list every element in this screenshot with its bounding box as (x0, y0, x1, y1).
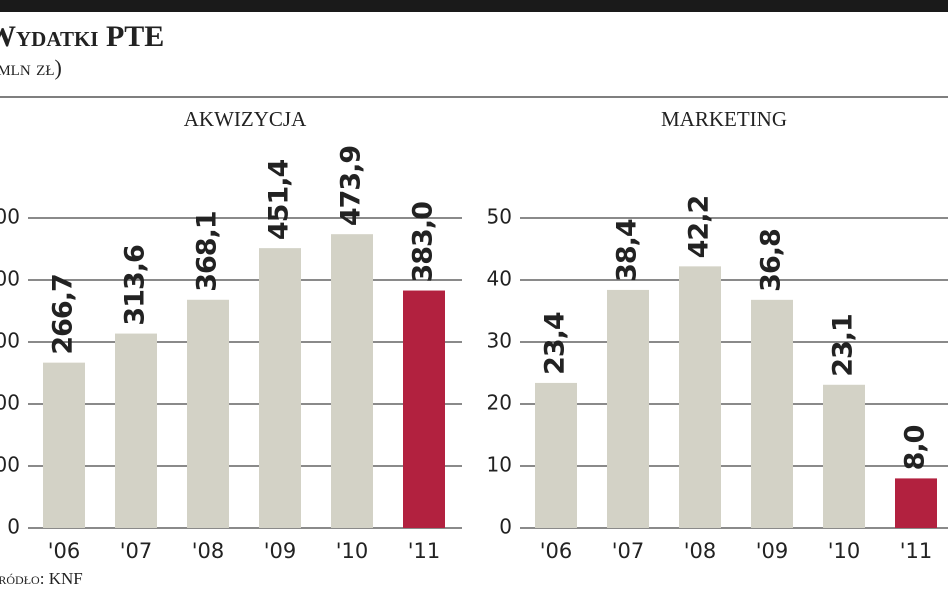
bar (43, 362, 85, 528)
value-label: 8,0 (900, 425, 931, 470)
x-tick-label: '08 (192, 539, 225, 563)
title: Wydatki PTE (0, 20, 164, 53)
value-label: 23,4 (540, 312, 571, 375)
bar (331, 234, 373, 528)
x-tick-label: '10 (336, 539, 369, 563)
x-tick-label: '07 (612, 539, 645, 563)
y-tick-label: 200 (0, 391, 20, 415)
x-tick-label: '08 (684, 539, 717, 563)
y-tick-label: 400 (0, 267, 20, 291)
bar (823, 384, 865, 528)
y-tick-label: 20 (487, 391, 512, 415)
x-tick-label: '06 (48, 539, 81, 563)
bar (259, 248, 301, 528)
x-tick-label: '10 (828, 539, 861, 563)
y-tick-label: 10 (487, 453, 512, 477)
bar (115, 333, 157, 528)
value-label: 42,2 (684, 196, 715, 259)
x-tick-label: '11 (900, 539, 933, 563)
x-tick-label: '11 (408, 539, 441, 563)
x-tick-label: '09 (264, 539, 297, 563)
bar (403, 290, 445, 528)
value-label: 368,1 (192, 211, 223, 291)
y-tick-label: 40 (487, 267, 512, 291)
bar (607, 289, 649, 528)
y-tick-label: 100 (0, 453, 20, 477)
bar (895, 478, 937, 528)
source: Źródło: KNF (0, 569, 83, 588)
bar (751, 299, 793, 528)
chart-title: MARKETING (661, 107, 787, 131)
value-label: 23,1 (828, 314, 859, 377)
x-tick-label: '07 (120, 539, 153, 563)
x-tick-label: '09 (756, 539, 789, 563)
value-label: 36,8 (756, 229, 787, 292)
y-tick-label: 30 (487, 329, 512, 353)
y-tick-label: 50 (487, 205, 512, 229)
y-tick-label: 500 (0, 205, 20, 229)
y-tick-label: 0 (499, 515, 512, 539)
value-label: 313,6 (120, 245, 151, 326)
y-tick-label: 300 (0, 329, 20, 353)
top-bar (0, 0, 948, 12)
x-tick-label: '06 (540, 539, 573, 563)
value-label: 38,4 (612, 219, 643, 282)
y-tick-label: 0 (7, 515, 20, 539)
value-label: 451,4 (264, 160, 295, 241)
subtitle: (mln zł) (0, 55, 62, 80)
bar (187, 299, 229, 528)
value-label: 383,0 (408, 202, 439, 283)
chart-title: AKWIZYCJA (184, 107, 307, 131)
value-label: 473,9 (336, 146, 367, 227)
bar (535, 382, 577, 528)
bar (679, 266, 721, 528)
value-label: 266,7 (48, 274, 79, 354)
